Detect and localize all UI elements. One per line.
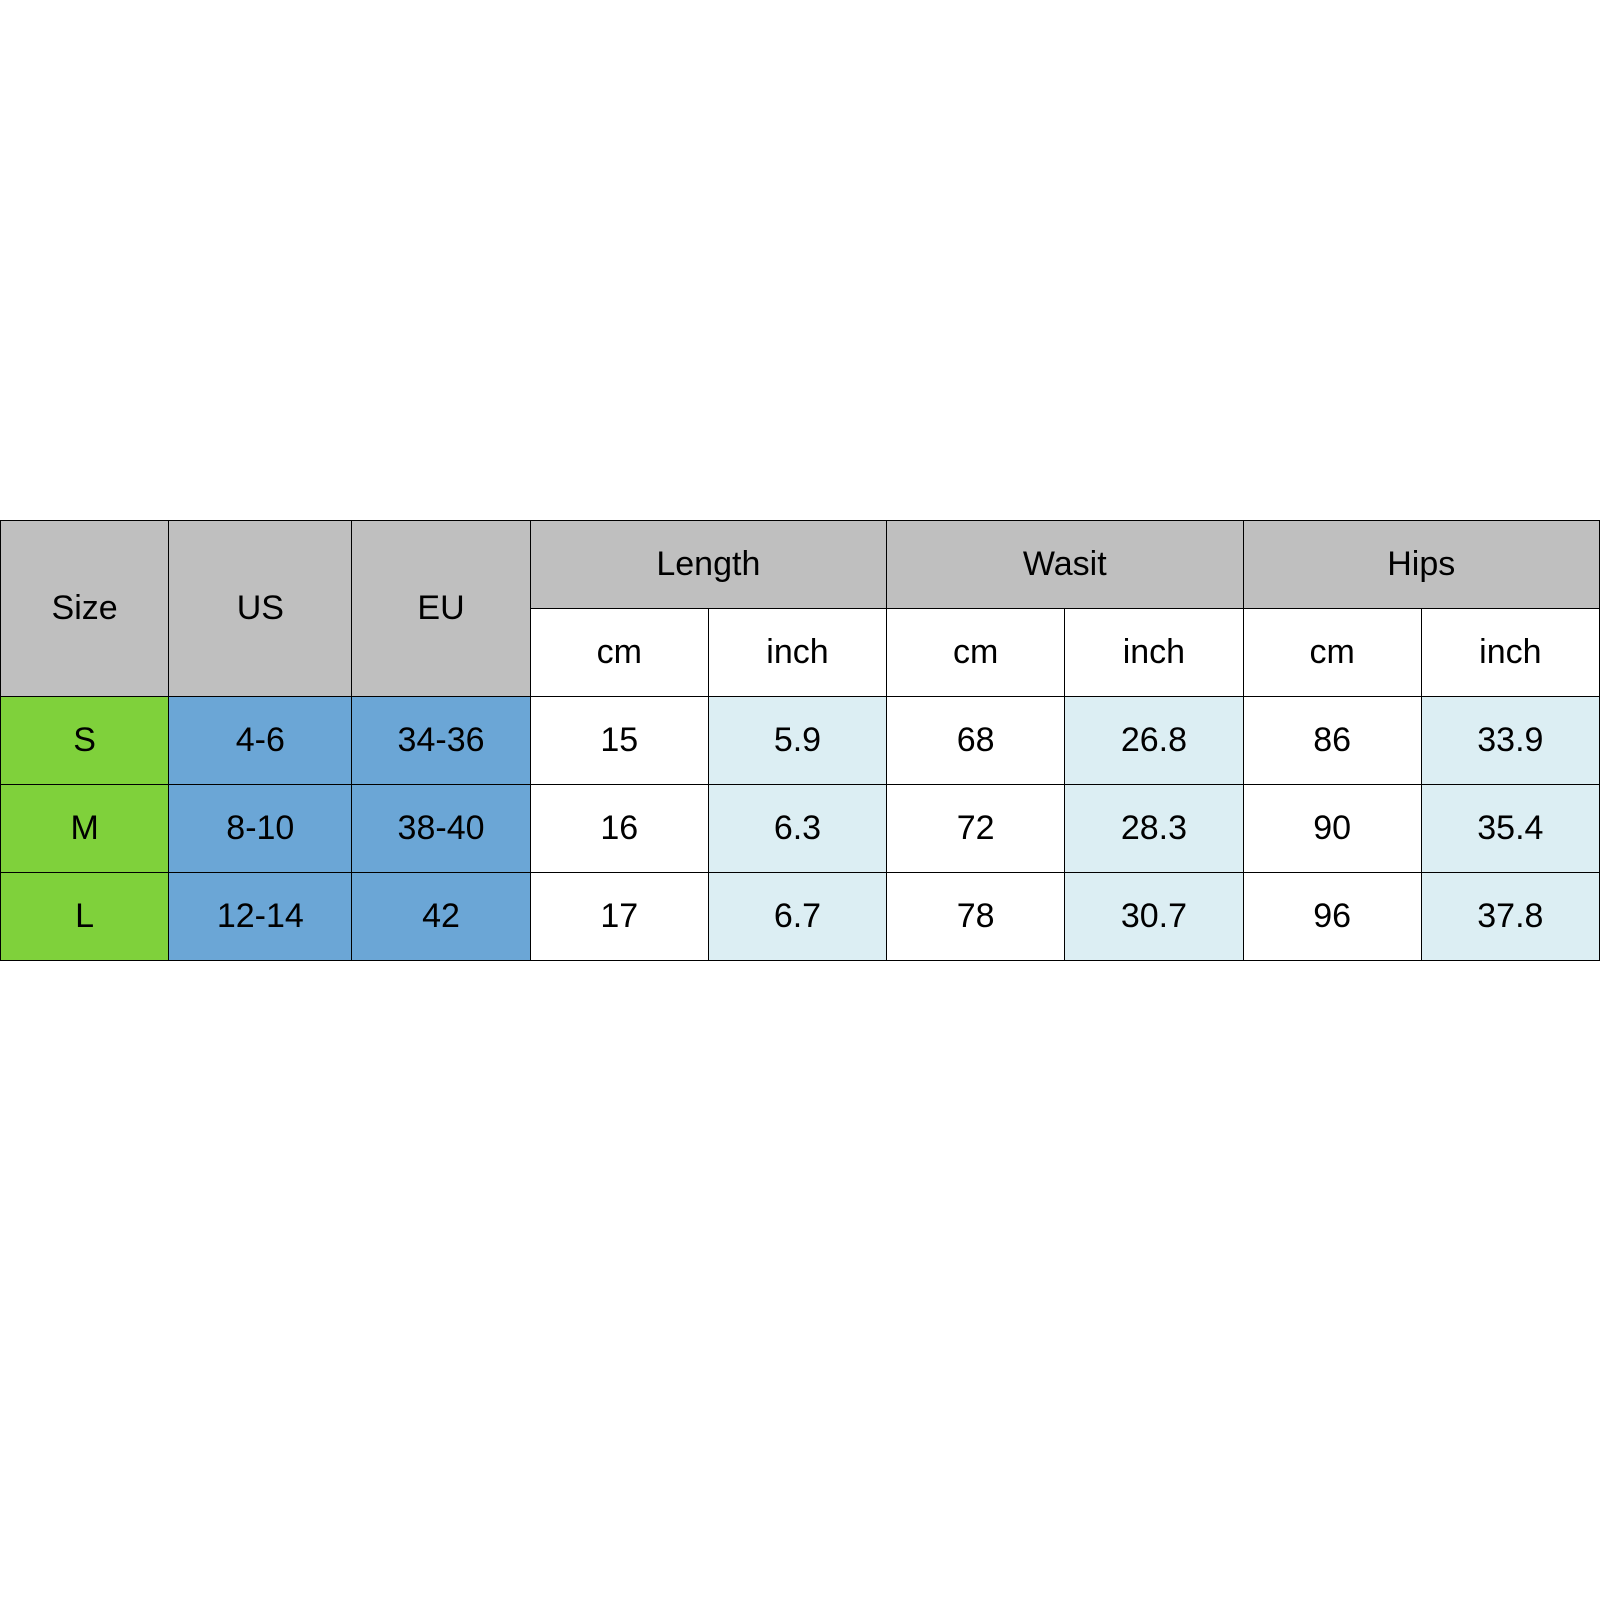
cell-length-inch: 5.9	[708, 697, 886, 785]
cell-waist-cm: 72	[887, 785, 1065, 873]
col-length-inch-header: inch	[708, 609, 886, 697]
cell-us: 12-14	[169, 873, 352, 961]
table-row: L 12-14 42 17 6.7 78 30.7 96 37.8	[1, 873, 1600, 961]
cell-eu: 42	[352, 873, 530, 961]
cell-waist-inch: 30.7	[1065, 873, 1243, 961]
cell-hips-cm: 86	[1243, 697, 1421, 785]
cell-size: L	[1, 873, 169, 961]
cell-length-inch: 6.3	[708, 785, 886, 873]
cell-waist-cm: 68	[887, 697, 1065, 785]
cell-size: S	[1, 697, 169, 785]
col-hips-inch-header: inch	[1421, 609, 1599, 697]
cell-length-cm: 17	[530, 873, 708, 961]
col-waist-header: Wasit	[887, 521, 1243, 609]
table-row: S 4-6 34-36 15 5.9 68 26.8 86 33.9	[1, 697, 1600, 785]
cell-hips-inch: 33.9	[1421, 697, 1599, 785]
col-waist-cm-header: cm	[887, 609, 1065, 697]
cell-waist-cm: 78	[887, 873, 1065, 961]
cell-length-cm: 15	[530, 697, 708, 785]
cell-size: M	[1, 785, 169, 873]
col-eu-header: EU	[352, 521, 530, 697]
col-length-cm-header: cm	[530, 609, 708, 697]
cell-hips-inch: 37.8	[1421, 873, 1599, 961]
col-size-header: Size	[1, 521, 169, 697]
cell-us: 8-10	[169, 785, 352, 873]
col-hips-cm-header: cm	[1243, 609, 1421, 697]
cell-length-cm: 16	[530, 785, 708, 873]
col-us-header: US	[169, 521, 352, 697]
size-chart-table: Size US EU Length Wasit Hips cm inch cm …	[0, 520, 1600, 961]
col-hips-header: Hips	[1243, 521, 1599, 609]
table-row: M 8-10 38-40 16 6.3 72 28.3 90 35.4	[1, 785, 1600, 873]
cell-waist-inch: 28.3	[1065, 785, 1243, 873]
cell-length-inch: 6.7	[708, 873, 886, 961]
cell-hips-inch: 35.4	[1421, 785, 1599, 873]
col-length-header: Length	[530, 521, 886, 609]
cell-hips-cm: 96	[1243, 873, 1421, 961]
cell-us: 4-6	[169, 697, 352, 785]
cell-eu: 38-40	[352, 785, 530, 873]
cell-eu: 34-36	[352, 697, 530, 785]
cell-waist-inch: 26.8	[1065, 697, 1243, 785]
col-waist-inch-header: inch	[1065, 609, 1243, 697]
cell-hips-cm: 90	[1243, 785, 1421, 873]
